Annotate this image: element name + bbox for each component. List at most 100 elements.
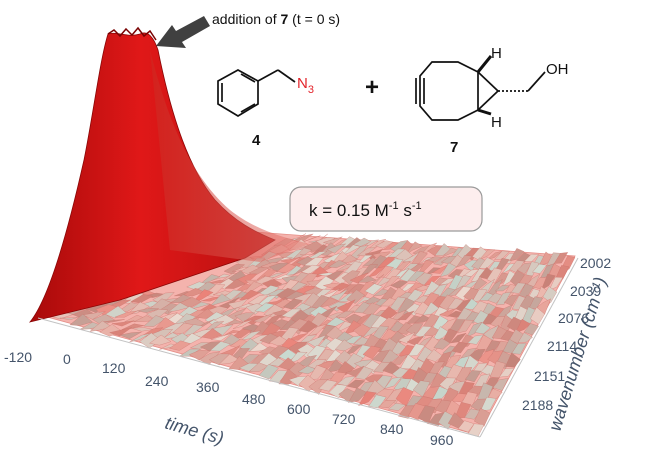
surface-facet xyxy=(355,366,374,380)
surface-facet xyxy=(238,289,260,301)
surface-facet xyxy=(59,315,83,321)
surface-facet xyxy=(538,251,554,266)
addition-arrow-icon xyxy=(156,16,210,48)
time-axis-title: time (s) xyxy=(163,413,226,449)
surface-facet xyxy=(318,306,338,318)
surface-facet xyxy=(431,264,449,274)
surface-facet xyxy=(331,282,351,292)
surface-facet xyxy=(287,351,308,365)
surface-facet xyxy=(509,328,525,344)
surface-facet xyxy=(249,342,270,352)
surface-facet xyxy=(136,307,159,313)
surface-facet xyxy=(397,331,416,344)
wavenumber-tick: 2039 xyxy=(570,283,601,299)
surface-facet xyxy=(375,240,394,249)
surface-facet xyxy=(530,307,545,325)
surface-facet xyxy=(439,308,456,317)
surface-facet xyxy=(131,327,154,332)
surface-facet xyxy=(326,243,347,254)
surface-facet xyxy=(502,270,518,287)
surface-facet xyxy=(388,402,407,411)
surface-facet xyxy=(380,297,399,307)
surface-facet xyxy=(388,296,407,311)
surface-facet xyxy=(446,285,464,298)
surface-facet xyxy=(346,289,366,304)
surface-facet xyxy=(467,334,484,345)
surface-facet xyxy=(408,403,426,421)
surface-facet xyxy=(127,301,150,315)
surface-facet xyxy=(268,262,290,273)
compound-7-label: 7 xyxy=(450,139,458,156)
surface-facet xyxy=(308,379,328,395)
surface-facet xyxy=(199,341,222,352)
bcn-hydrogen-bottom: H xyxy=(491,114,502,131)
surface-facet xyxy=(223,319,244,328)
surface-facet xyxy=(492,378,509,391)
surface-facet xyxy=(532,263,547,274)
surface-facet xyxy=(322,282,343,289)
surface-facet xyxy=(516,262,533,275)
surface-facet xyxy=(288,333,308,341)
surface-facet xyxy=(555,265,570,280)
wavenumber-tick: 2076 xyxy=(558,310,589,326)
surface-facet xyxy=(469,348,486,362)
surface-facet xyxy=(359,264,379,277)
bcn-hydroxyl: OH xyxy=(546,61,569,78)
surface-facet xyxy=(209,341,231,352)
surface-facet xyxy=(494,285,511,292)
surface-facet xyxy=(414,301,432,315)
wavenumber-tick: 2151 xyxy=(534,368,565,384)
surface-facet xyxy=(201,328,223,339)
surface-facet xyxy=(467,385,484,397)
surface-peak-tail xyxy=(150,50,310,262)
time-tick: 0 xyxy=(63,351,71,367)
time-tick: 360 xyxy=(196,379,220,395)
surface-facet xyxy=(301,235,321,243)
surface-facet xyxy=(297,365,318,375)
surface-facet xyxy=(259,333,280,345)
annotation-bold-label: 7 xyxy=(281,11,289,27)
time-tick: 840 xyxy=(380,421,404,437)
surface-facet xyxy=(349,272,369,284)
surface-facet xyxy=(344,344,363,356)
surface-facet xyxy=(335,310,355,319)
surface-facet xyxy=(481,313,498,325)
surface-facet xyxy=(515,318,531,334)
surface-facet xyxy=(89,320,113,332)
surface-facet xyxy=(540,273,556,291)
wavenumber-ticks: 2002 2039 2076 2114 2151 2188 xyxy=(522,255,611,413)
surface-facet xyxy=(198,351,221,365)
surface-facet xyxy=(248,267,270,275)
surface-facet xyxy=(348,387,367,403)
surface-facet xyxy=(451,341,469,354)
surface-facet xyxy=(292,247,313,261)
azide-subscript: 3 xyxy=(308,84,314,96)
surface-facet xyxy=(487,292,504,304)
surface-facet xyxy=(212,324,234,336)
surface-facet xyxy=(441,328,458,345)
surface-facet xyxy=(451,393,469,403)
surface-facet xyxy=(524,261,540,278)
surface-facet xyxy=(319,297,339,308)
surface-facet xyxy=(222,330,243,337)
surface-facet xyxy=(542,286,558,303)
surface-facet xyxy=(397,322,415,335)
surface-facet xyxy=(486,267,503,284)
surface-facet xyxy=(464,370,482,383)
surface-facet xyxy=(485,340,501,352)
surface-facet xyxy=(405,289,424,303)
surface-facet xyxy=(218,353,240,365)
surface-facet xyxy=(343,335,363,345)
surface-facet xyxy=(272,257,293,265)
surface-facet xyxy=(437,411,455,430)
surface-facet xyxy=(407,270,425,282)
surface-facet xyxy=(465,321,483,338)
surface-facet xyxy=(258,364,279,380)
surface-facet xyxy=(433,255,451,266)
surface-facet xyxy=(448,319,466,332)
surface-facet xyxy=(307,324,327,337)
wavenumber-tick: 2188 xyxy=(522,397,553,413)
surface-facet xyxy=(389,341,408,355)
surface-facet xyxy=(447,297,464,310)
